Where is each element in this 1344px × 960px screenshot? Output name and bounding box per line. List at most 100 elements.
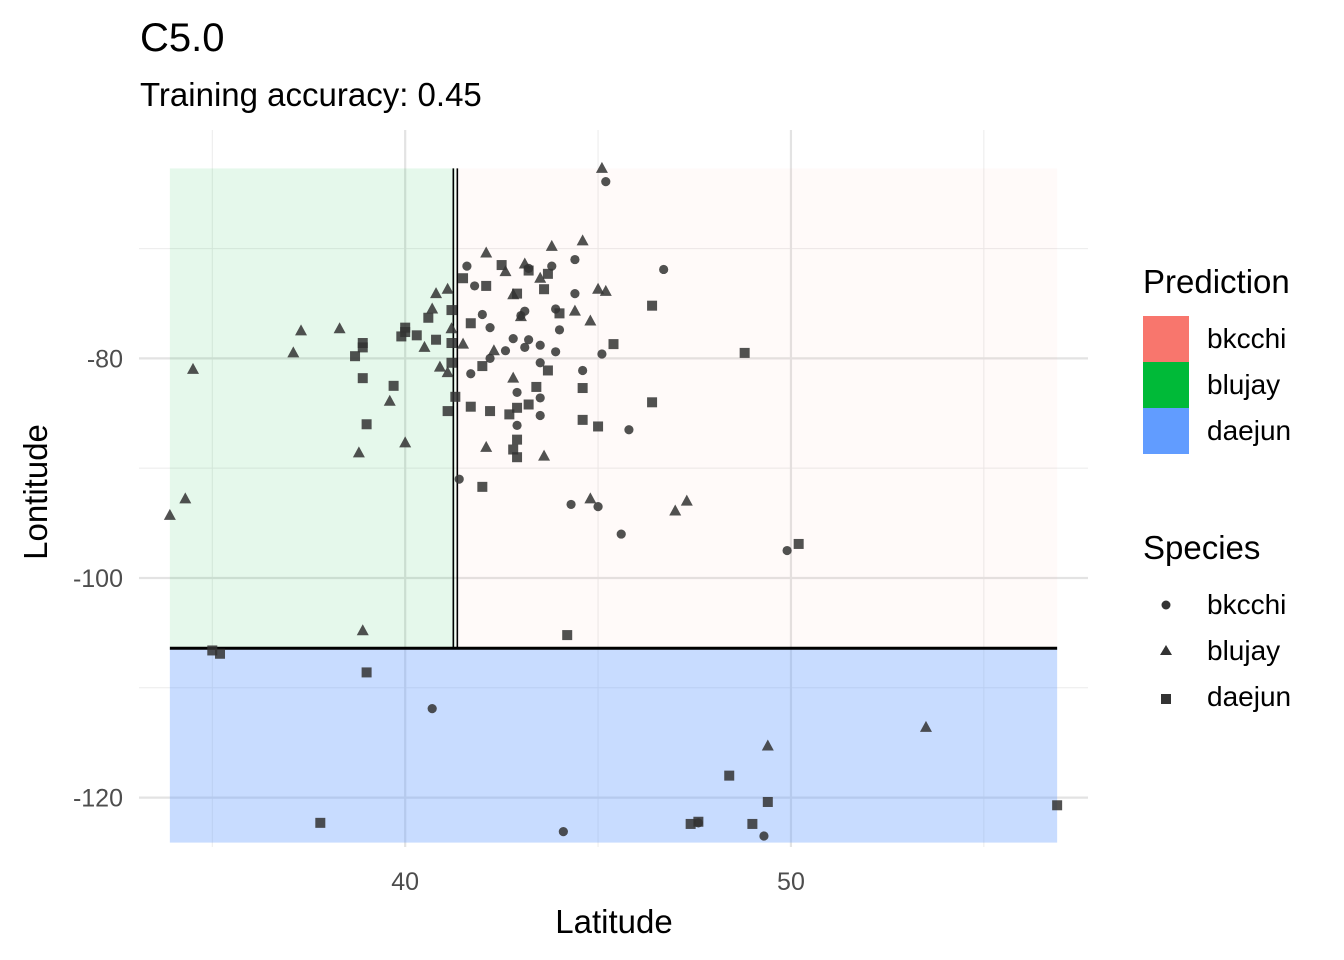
region-bkcchi (455, 168, 1058, 649)
point-blujay (545, 239, 558, 251)
point-blujay (287, 346, 300, 358)
point-daejun (577, 414, 588, 425)
species-legend-label-bkcchi: bkcchi (1207, 589, 1287, 620)
point-blujay (680, 494, 693, 506)
point-daejun (762, 796, 773, 807)
point-blujay (534, 271, 547, 283)
species-legend-keys (1160, 600, 1172, 704)
point-blujay (426, 302, 439, 314)
point-blujay (187, 362, 200, 374)
point-blujay (418, 340, 431, 352)
point-daejun (554, 308, 565, 319)
prediction-legend-title: Prediction (1143, 263, 1290, 300)
decision-boundaries (169, 168, 1058, 650)
point-daejun (357, 373, 368, 384)
point-bkcchi (570, 289, 580, 299)
point-daejun (361, 419, 372, 430)
chart-title: C5.0 (140, 16, 225, 60)
point-bkcchi (500, 346, 511, 356)
point-daejun (481, 280, 492, 291)
point-blujay (514, 310, 527, 322)
point-daejun (512, 452, 523, 463)
point-blujay (568, 304, 581, 316)
point-bkcchi (547, 261, 557, 271)
species-legend-label-daejun: daejun (1207, 681, 1292, 712)
point-daejun (361, 667, 372, 678)
point-daejun (442, 406, 453, 417)
point-blujay (499, 265, 512, 277)
x-tick-label: 50 (777, 868, 805, 896)
region-daejun (169, 648, 1058, 843)
point-blujay (295, 324, 308, 336)
data-points (163, 161, 1063, 841)
point-daejun (608, 339, 619, 350)
point-daejun (747, 818, 758, 829)
point-daejun (562, 630, 573, 641)
point-bkcchi (597, 349, 607, 359)
point-blujay (383, 394, 396, 406)
point-daejun (496, 260, 507, 271)
point-bkcchi (485, 323, 495, 333)
species-legend-title: Species (1143, 529, 1261, 566)
point-bkcchi (512, 420, 522, 430)
point-blujay (507, 371, 520, 383)
y-tick-label: -100 (73, 565, 123, 593)
point-daejun (357, 342, 368, 353)
point-daejun (739, 347, 750, 358)
point-daejun (724, 770, 735, 781)
point-bkcchi (578, 365, 588, 376)
point-daejun (685, 818, 696, 829)
point-bkcchi (524, 335, 534, 345)
point-blujay (352, 446, 365, 458)
point-daejun (423, 312, 434, 323)
point-daejun (523, 265, 534, 276)
point-daejun (512, 402, 523, 413)
point-bkcchi (470, 281, 480, 291)
point-daejun (542, 268, 553, 279)
y-tick-label: -120 (73, 785, 123, 813)
point-blujay (399, 436, 412, 448)
y-axis-title: Lontitude (17, 424, 54, 560)
point-bkcchi (558, 827, 568, 837)
point-bkcchi (759, 831, 769, 841)
legend-circle-icon (1161, 600, 1171, 610)
point-blujay (179, 492, 192, 504)
point-bkcchi (624, 425, 634, 435)
point-daejun (477, 361, 488, 372)
point-daejun (577, 383, 588, 394)
legend-key-bkcchi (1143, 316, 1189, 362)
point-daejun (647, 300, 658, 311)
point-blujay (919, 720, 932, 732)
point-blujay (761, 739, 774, 751)
point-blujay (487, 344, 500, 356)
point-daejun (465, 401, 476, 412)
axis-ticks: 40 50 -80 -100 -120 (73, 345, 805, 896)
point-blujay (480, 440, 493, 452)
point-blujay (599, 284, 612, 296)
point-bkcchi (551, 347, 561, 357)
region-blujay (169, 168, 456, 649)
point-daejun (465, 318, 476, 329)
point-bkcchi (535, 358, 545, 368)
point-bkcchi (462, 261, 472, 271)
point-bkcchi (535, 340, 545, 350)
point-blujay (445, 322, 458, 334)
legend-key-daejun (1143, 408, 1189, 454)
point-blujay (584, 314, 597, 326)
point-blujay (433, 360, 446, 372)
point-bkcchi (566, 499, 576, 510)
point-daejun (207, 645, 218, 656)
prediction-legend-label-daejun: daejun (1207, 415, 1292, 446)
point-blujay (441, 366, 454, 378)
y-tick-label: -80 (87, 345, 123, 373)
chart-subtitle: Training accuracy: 0.45 (140, 76, 482, 113)
point-bkcchi (535, 393, 545, 403)
point-blujay (441, 282, 454, 294)
point-daejun (446, 305, 457, 316)
point-daejun (446, 338, 457, 349)
point-daejun (315, 817, 326, 828)
point-bkcchi (454, 474, 464, 484)
point-daejun (512, 434, 523, 445)
point-bkcchi (535, 410, 545, 421)
point-daejun (542, 365, 553, 376)
